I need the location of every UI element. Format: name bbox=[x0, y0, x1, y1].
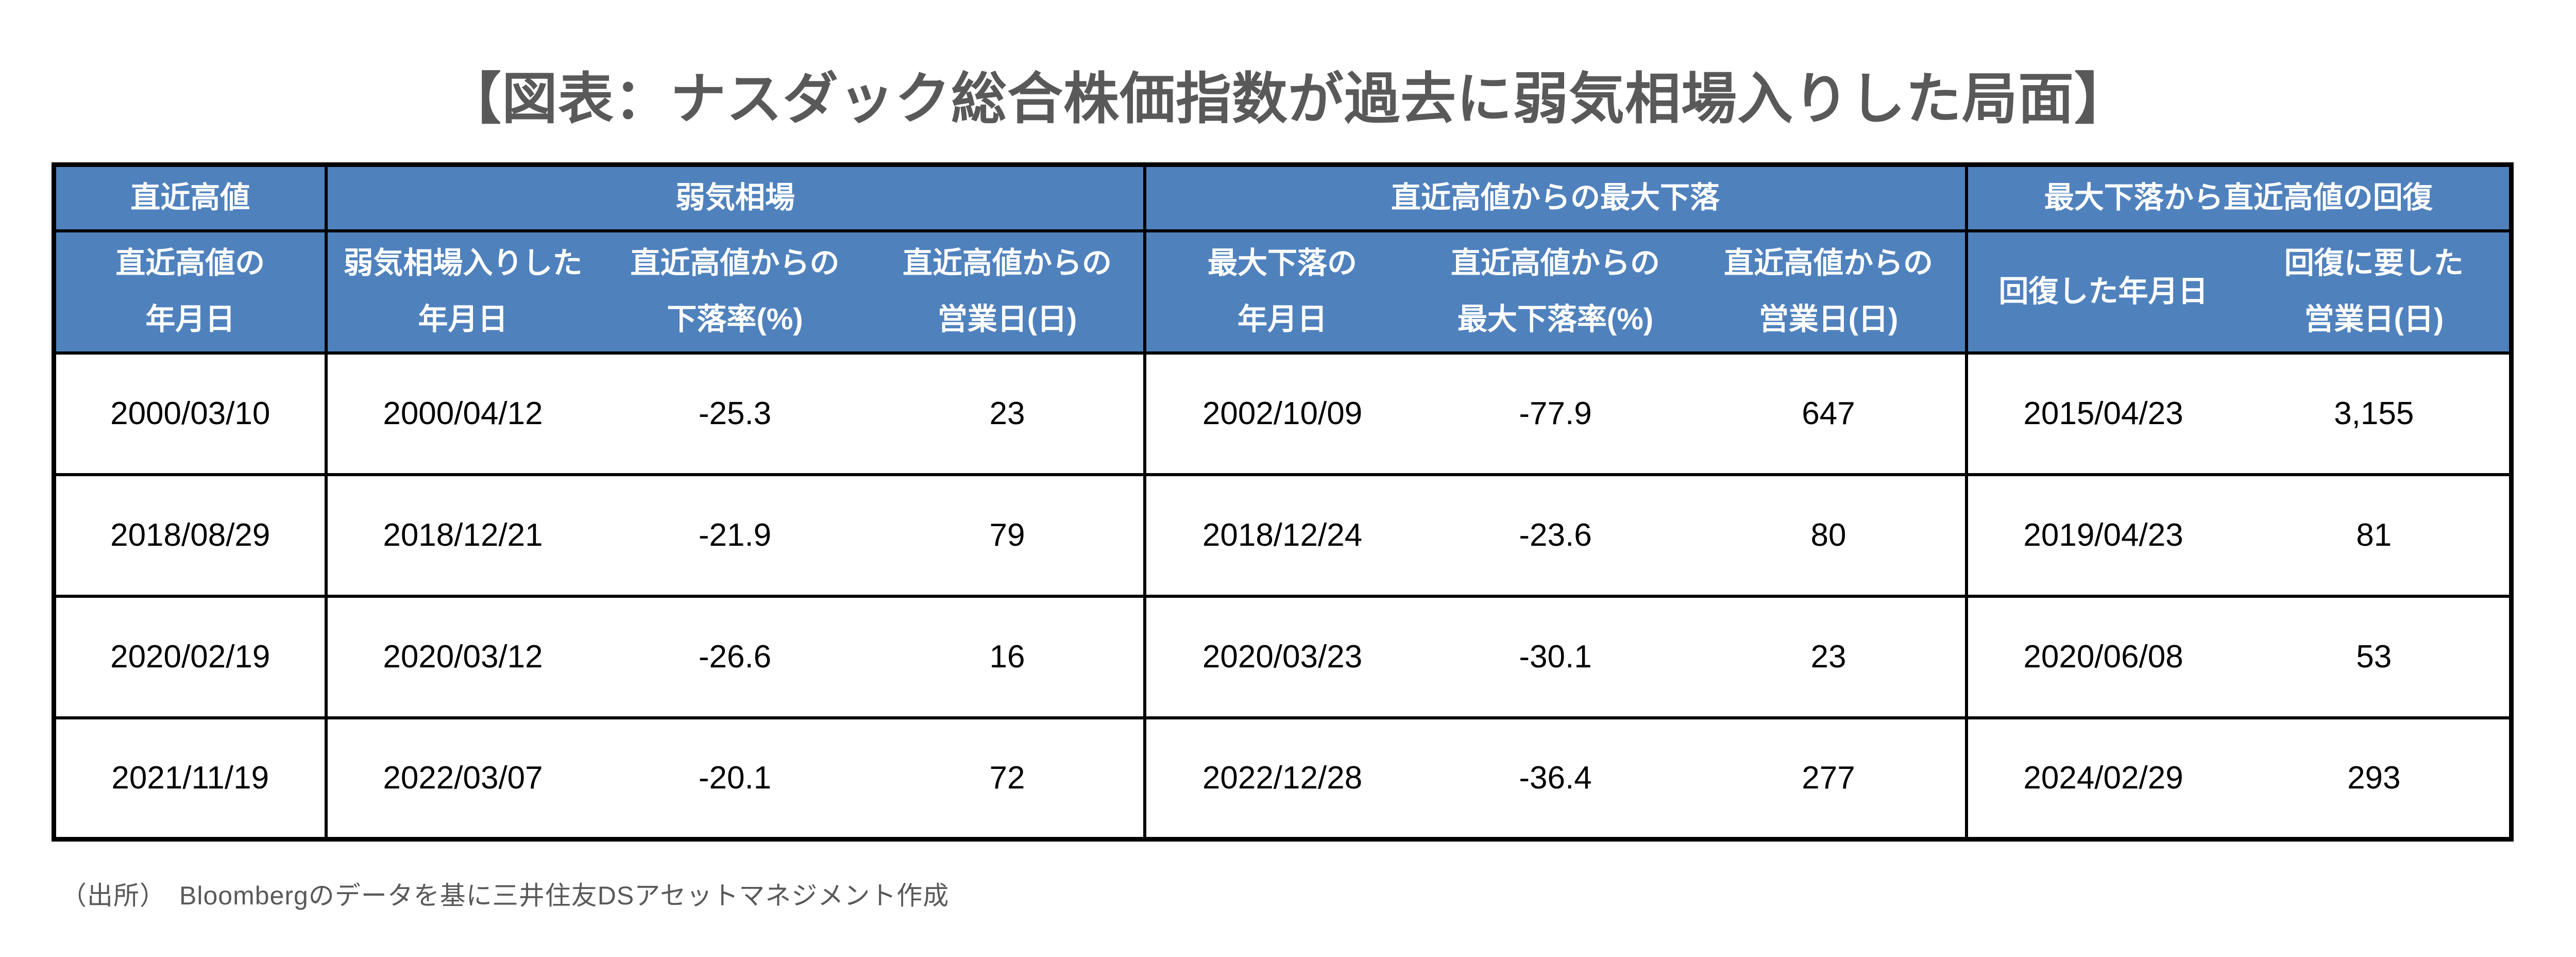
cell-recovery-date: 2024/02/29 bbox=[1964, 717, 2239, 841]
col-header-recovery-days: 回復に要した 営業日(日) bbox=[2239, 230, 2512, 355]
col-header-line: 営業日(日) bbox=[2304, 303, 2444, 336]
group-header-max-decline: 直近高値からの最大下落 bbox=[1143, 164, 1967, 232]
col-header-line: 最大下落率(%) bbox=[1457, 303, 1654, 336]
table-row: 2000/03/10 2000/04/12 -25.3 23 2002/10/0… bbox=[54, 352, 2512, 476]
col-header-line: 直近高値からの bbox=[1451, 246, 1660, 280]
cell-max-decline-date: 2020/03/23 bbox=[1143, 596, 1419, 719]
col-header-max-decline-rate: 直近高値からの 最大下落率(%) bbox=[1418, 230, 1692, 355]
cell-recovery-date: 2015/04/23 bbox=[1964, 352, 2239, 476]
cell-recent-high-date: 2018/08/29 bbox=[54, 474, 326, 598]
col-header-max-decline-date: 最大下落の 年月日 bbox=[1143, 230, 1419, 355]
cell-max-decline-rate: -77.9 bbox=[1418, 352, 1692, 476]
cell-max-decline-date: 2002/10/09 bbox=[1143, 352, 1419, 476]
col-header-line: 回復した年月日 bbox=[1998, 274, 2208, 308]
cell-business-days: 277 bbox=[1692, 717, 1967, 841]
cell-max-decline-rate: -23.6 bbox=[1418, 474, 1692, 598]
cell-bear-entry-date: 2000/04/12 bbox=[324, 352, 599, 476]
cell-max-decline-date: 2018/12/24 bbox=[1143, 474, 1419, 598]
group-header-bear-market: 弱気相場 bbox=[324, 164, 1145, 232]
col-header-line: 直近高値の bbox=[115, 246, 265, 280]
cell-business-days: 647 bbox=[1692, 352, 1967, 476]
cell-max-decline-rate: -30.1 bbox=[1418, 596, 1692, 719]
cell-bear-entry-date: 2020/03/12 bbox=[324, 596, 599, 719]
group-header-recent-high: 直近高値 bbox=[54, 164, 326, 232]
col-header-decline-rate: 直近高値からの 下落率(%) bbox=[598, 230, 872, 355]
cell-decline-rate: -20.1 bbox=[598, 717, 872, 841]
cell-recovery-days: 3,155 bbox=[2239, 352, 2512, 476]
group-header-row: 直近高値 弱気相場 直近高値からの最大下落 最大下落から直近高値の回復 bbox=[54, 164, 2512, 232]
cell-decline-rate: -21.9 bbox=[598, 474, 872, 598]
cell-recovery-days: 81 bbox=[2239, 474, 2512, 598]
cell-recent-high-date: 2000/03/10 bbox=[54, 352, 326, 476]
table-row: 2020/02/19 2020/03/12 -26.6 16 2020/03/2… bbox=[54, 596, 2512, 719]
col-header-line: 弱気相場入りした bbox=[343, 246, 583, 280]
col-header-business-days-1: 直近高値からの 営業日(日) bbox=[871, 230, 1145, 355]
cell-max-decline-date: 2022/12/28 bbox=[1143, 717, 1419, 841]
cell-decline-rate: -26.6 bbox=[598, 596, 872, 719]
col-header-line: 年月日 bbox=[418, 303, 508, 336]
cell-business-days: 23 bbox=[871, 352, 1145, 476]
cell-bear-entry-date: 2018/12/21 bbox=[324, 474, 599, 598]
cell-recovery-days: 53 bbox=[2239, 596, 2512, 719]
cell-business-days: 16 bbox=[871, 596, 1145, 719]
col-header-line: 営業日(日) bbox=[1758, 303, 1899, 336]
table-row: 2018/08/29 2018/12/21 -21.9 79 2018/12/2… bbox=[54, 474, 2512, 598]
col-header-line: 下落率(%) bbox=[667, 303, 803, 336]
cell-recent-high-date: 2020/02/19 bbox=[54, 596, 326, 719]
cell-business-days: 23 bbox=[1692, 596, 1967, 719]
table-row: 2021/11/19 2022/03/07 -20.1 72 2022/12/2… bbox=[54, 717, 2512, 841]
col-header-line: 直近高値からの bbox=[1724, 246, 1934, 280]
page-title: 【図表：ナスダック総合株価指数が過去に弱気相場入りした局面】 bbox=[445, 68, 2130, 130]
cell-decline-rate: -25.3 bbox=[598, 352, 872, 476]
col-header-bear-entry-date: 弱気相場入りした 年月日 bbox=[324, 230, 599, 355]
cell-recovery-days: 293 bbox=[2239, 717, 2512, 841]
sub-header-row: 直近高値の 年月日 弱気相場入りした 年月日 直近高値からの 下落率(%) 直近… bbox=[54, 230, 2512, 355]
col-header-line: 年月日 bbox=[145, 303, 235, 336]
col-header-line: 回復に要した bbox=[2284, 246, 2464, 280]
cell-recovery-date: 2019/04/23 bbox=[1964, 474, 2239, 598]
col-header-business-days-2: 直近高値からの 営業日(日) bbox=[1692, 230, 1967, 355]
cell-business-days: 80 bbox=[1692, 474, 1967, 598]
col-header-line: 営業日(日) bbox=[937, 303, 1077, 336]
cell-business-days: 79 bbox=[871, 474, 1145, 598]
cell-recent-high-date: 2021/11/19 bbox=[54, 717, 326, 841]
cell-business-days: 72 bbox=[871, 717, 1145, 841]
cell-bear-entry-date: 2022/03/07 bbox=[324, 717, 599, 841]
col-header-line: 最大下落の bbox=[1208, 246, 1358, 280]
cell-recovery-date: 2020/06/08 bbox=[1964, 596, 2239, 719]
cell-max-decline-rate: -36.4 bbox=[1418, 717, 1692, 841]
col-header-line: 直近高値からの bbox=[903, 246, 1112, 280]
source-note: （出所） Bloombergのデータを基に三井住友DSアセットマネジメント作成 bbox=[61, 881, 950, 910]
col-header-recent-high-date: 直近高値の 年月日 bbox=[54, 230, 326, 355]
col-header-line: 直近高値からの bbox=[630, 246, 840, 280]
col-header-line: 年月日 bbox=[1238, 303, 1328, 336]
bear-market-table: 直近高値 弱気相場 直近高値からの最大下落 最大下落から直近高値の回復 直近高値… bbox=[52, 162, 2514, 842]
col-header-recovery-date: 回復した年月日 bbox=[1964, 230, 2239, 355]
group-header-recovery: 最大下落から直近高値の回復 bbox=[1964, 164, 2512, 232]
